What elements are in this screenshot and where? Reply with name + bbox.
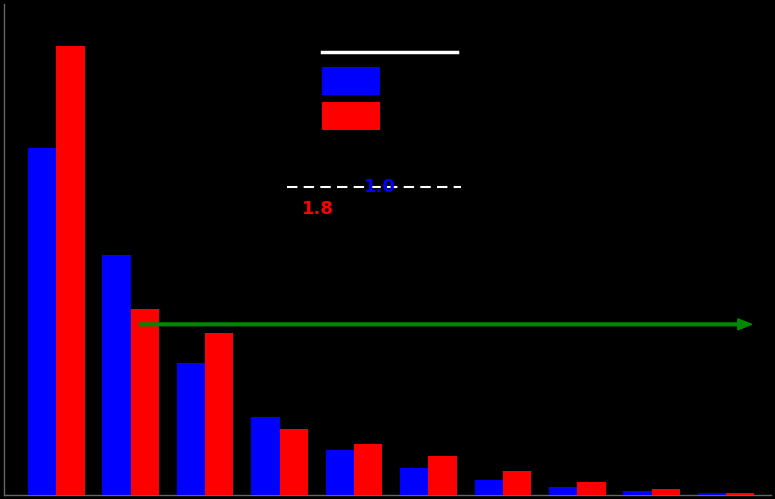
Bar [577,482,605,495]
Bar [429,456,456,495]
Text: 1.8: 1.8 [302,200,334,218]
Bar [280,429,308,495]
Bar [652,489,680,495]
Bar [354,444,382,495]
Bar [549,487,577,495]
Bar [503,471,531,495]
Bar [698,493,726,495]
Bar [102,255,131,495]
Bar [131,309,159,495]
Bar [400,468,429,495]
Bar [726,493,754,495]
Bar [57,46,84,495]
Bar [205,333,233,495]
Bar [251,417,280,495]
Bar [28,148,57,495]
Text: 1.0: 1.0 [363,178,396,196]
Bar [177,363,205,495]
Bar [326,450,354,495]
Bar [474,480,503,495]
Bar [623,491,652,495]
